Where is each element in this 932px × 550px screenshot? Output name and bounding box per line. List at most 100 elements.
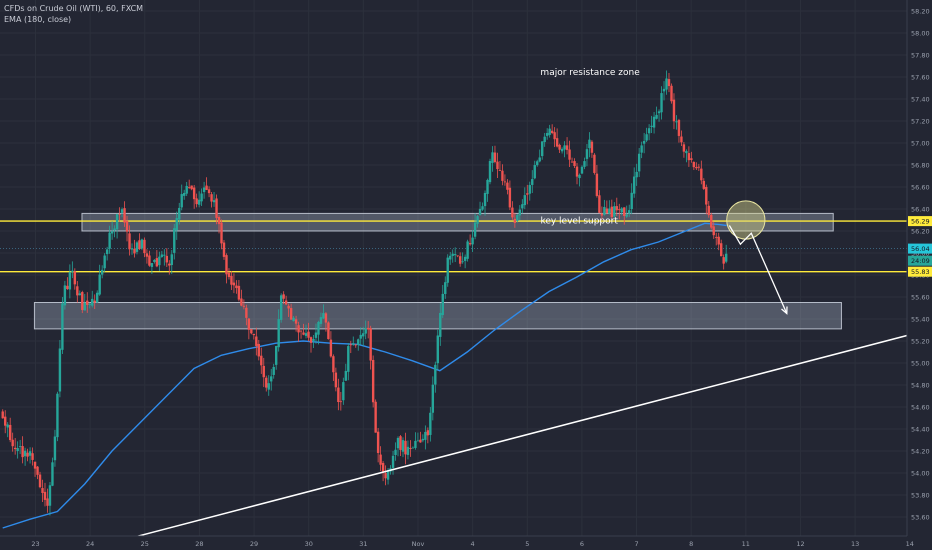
candle-body <box>543 136 546 143</box>
candle-body <box>307 331 310 338</box>
candle-body <box>8 424 12 441</box>
candle-body <box>48 485 52 506</box>
candle-body <box>160 254 164 257</box>
candle-body <box>468 243 472 245</box>
candle-body <box>645 134 648 141</box>
time-axis: 23 24 25 28 29 30 31 Nov 4 5 6 7 8 11 12 13 14 <box>0 535 932 550</box>
candle-body <box>78 293 81 296</box>
candle-body <box>628 210 631 214</box>
time-axis-background <box>0 536 932 550</box>
candle-body <box>192 187 196 200</box>
candle-body <box>272 366 275 375</box>
candle-body <box>665 78 668 90</box>
candle-body <box>411 447 415 449</box>
candle-body <box>630 192 633 210</box>
trendline-group <box>84 334 908 550</box>
candle-body <box>692 161 696 168</box>
candle-body <box>207 189 211 194</box>
time-tick-label: 13 <box>851 540 859 548</box>
candle-body <box>394 449 397 456</box>
support-zone <box>33 302 842 330</box>
candle-body <box>46 498 49 506</box>
candle-body <box>461 261 464 263</box>
candle-body <box>720 243 723 257</box>
candle-body <box>652 116 656 128</box>
candle-body <box>304 333 308 336</box>
candle-body <box>270 376 273 382</box>
candle-body <box>702 180 705 189</box>
price-tick-label: 57.80 <box>911 52 930 60</box>
candle-body <box>339 401 343 403</box>
time-tick-label: 23 <box>31 540 39 548</box>
candle-body <box>265 377 268 388</box>
candle-body <box>158 256 161 266</box>
candle-body <box>347 346 350 372</box>
candle-body <box>113 228 116 231</box>
candle-body <box>222 242 226 257</box>
candle-body <box>36 466 39 475</box>
chart-legend: CFDs on Crude Oil (WTI), 60, FXCM EMA (1… <box>4 3 143 25</box>
candle-body <box>610 206 614 218</box>
candle-body <box>635 171 638 178</box>
candle-body <box>133 248 136 254</box>
candle-body <box>170 254 173 266</box>
candle-body <box>262 365 265 378</box>
candle-body <box>533 165 536 179</box>
candle-body <box>521 204 524 209</box>
candle-body <box>381 462 385 472</box>
candle-body <box>453 254 457 256</box>
candle-body <box>130 248 134 250</box>
price-tick-label: 58.00 <box>911 30 930 38</box>
price-tick-label: 56.80 <box>911 162 930 170</box>
candle-body <box>287 305 290 309</box>
candle-body <box>359 334 362 339</box>
candles <box>1 70 728 516</box>
candle-body <box>200 193 203 202</box>
candle-body <box>545 133 549 136</box>
candle-body <box>516 215 519 221</box>
candle-body <box>486 179 489 194</box>
candle-body <box>81 292 84 310</box>
price-tick-label: 54.40 <box>911 426 930 434</box>
candle-body <box>180 194 183 208</box>
candle-body <box>426 430 430 436</box>
candle-body <box>51 462 54 486</box>
candle-body <box>625 214 628 217</box>
candle-body <box>722 257 725 264</box>
candle-body <box>670 85 673 102</box>
candle-body <box>473 222 477 237</box>
candle-body <box>478 208 482 215</box>
candle-body <box>429 412 432 435</box>
time-tick-label: 7 <box>634 540 638 548</box>
candle-body <box>274 345 278 365</box>
price-tick-label: 55.20 <box>911 338 930 346</box>
candle-body <box>294 319 298 324</box>
candle-body <box>362 333 365 337</box>
candle-body <box>329 339 333 357</box>
level-price-tag <box>908 216 932 227</box>
candle-body <box>324 313 328 323</box>
candle-body <box>205 185 208 190</box>
candle-body <box>26 452 29 457</box>
candle-body <box>501 170 504 181</box>
candle-body <box>349 344 352 346</box>
price-tick-label: 54.60 <box>911 404 930 412</box>
candle-body <box>212 200 216 203</box>
ema-line <box>2 222 727 529</box>
candle-body <box>357 339 360 346</box>
candle-body <box>506 182 509 190</box>
candle-body <box>657 111 661 114</box>
candle-body <box>165 255 169 263</box>
countdown-tag <box>908 255 932 266</box>
ema-label: EMA (180, close) <box>4 15 72 24</box>
ema-series <box>2 222 727 529</box>
candle-body <box>299 330 303 332</box>
candle-body <box>242 305 246 307</box>
candle-body <box>302 332 305 335</box>
candle-body <box>76 286 79 296</box>
candle-body <box>481 206 484 210</box>
candle-body <box>531 179 534 185</box>
candle-body <box>195 198 198 205</box>
candle-body <box>578 174 581 179</box>
